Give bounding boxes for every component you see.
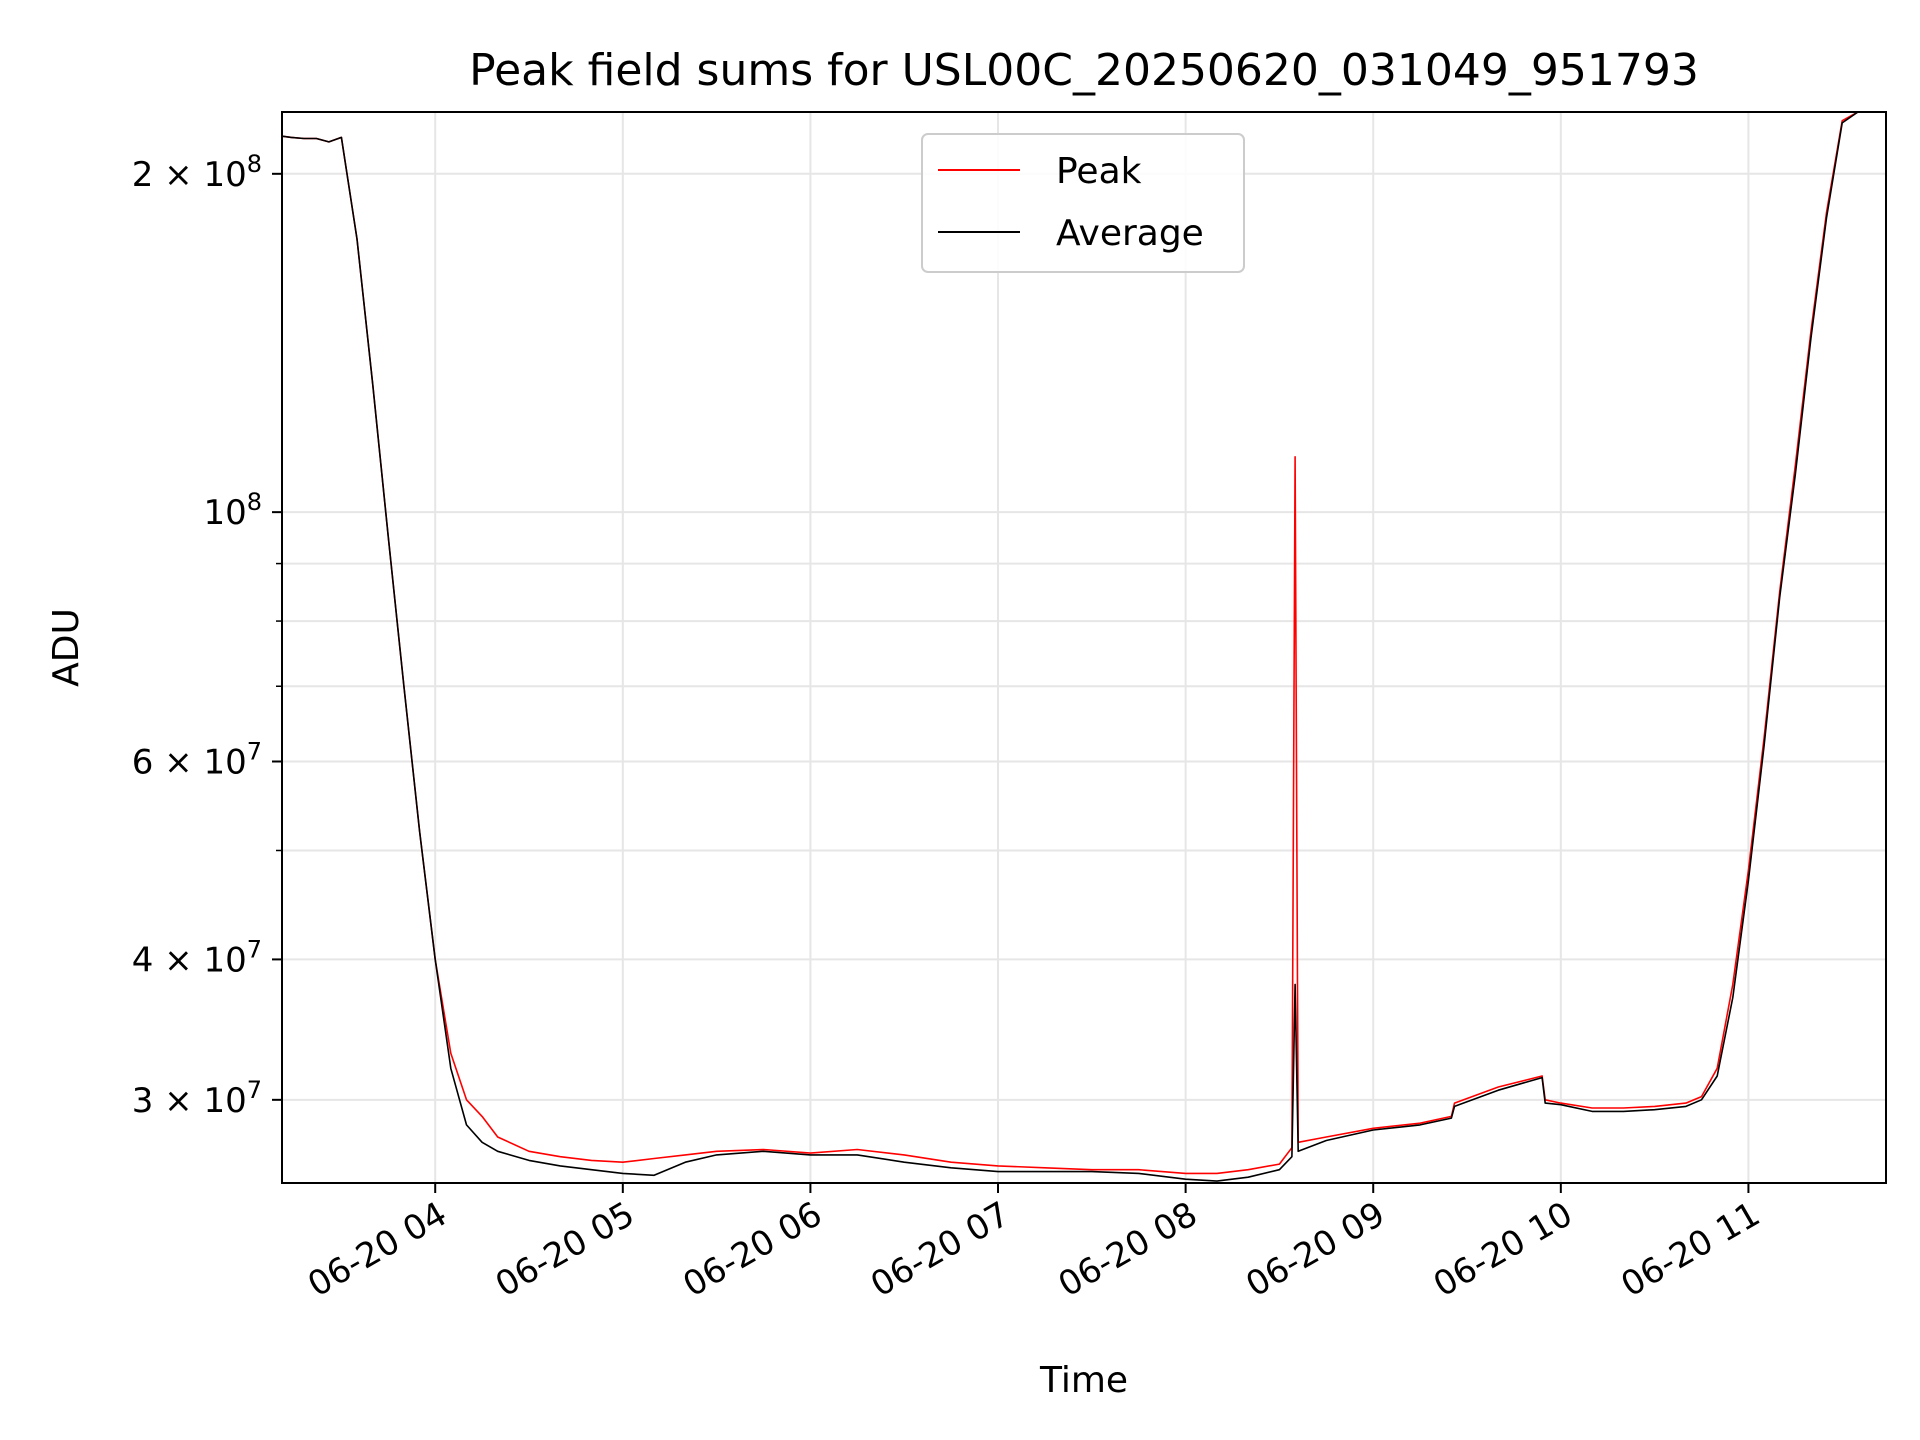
x-axis-label: Time: [1039, 1360, 1128, 1401]
legend-box: [921, 133, 1245, 273]
y-tick-label: 4 × 107: [132, 935, 262, 980]
y-axis: 2 × 108 108 6 × 107 4 × 107 3 × 107: [132, 150, 282, 1121]
y-axis-label: ADU: [46, 608, 87, 687]
grid: [282, 112, 1886, 1183]
y-tick-label: 6 × 107: [132, 737, 262, 782]
series-layer: [282, 112, 1886, 1182]
y-tick-label: 3 × 107: [132, 1076, 262, 1121]
legend: Peak Average: [921, 133, 1245, 273]
series-line-average: [282, 112, 1886, 1182]
chart-title: Peak field sums for USL00C_20250620_0310…: [469, 45, 1699, 96]
legend-label-average: Average: [1056, 213, 1204, 254]
plot-frame: [281, 111, 1887, 1184]
legend-label-peak: Peak: [1056, 151, 1142, 192]
y-tick-label: 2 × 108: [132, 150, 262, 195]
y-tick-label: 108: [203, 488, 262, 533]
